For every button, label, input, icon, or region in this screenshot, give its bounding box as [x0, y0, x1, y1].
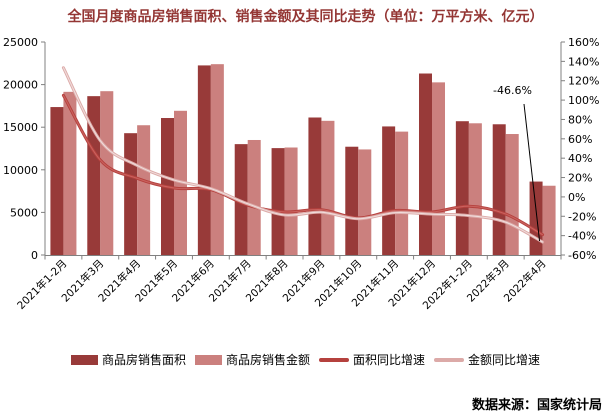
y-right-tick-label: 60% [568, 133, 592, 146]
y-left-tick-label: 20000 [3, 79, 38, 92]
legend-item-label: 商品房销售金额 [225, 353, 310, 367]
x-axis: 2021年1-2月2021年3月2021年4月2021年5月2021年6月202… [14, 255, 562, 312]
y-right-tick-label: 100% [568, 94, 599, 107]
bar [358, 149, 372, 255]
y-left-tick-label: 10000 [3, 164, 38, 177]
data-source: 数据来源：国家统计局 [471, 398, 602, 413]
y-left-tick-label: 5000 [10, 206, 38, 219]
legend-bar-swatch [70, 354, 98, 365]
chart-title: 全国月度商品房销售面积、销售金额及其同比走势（单位：万平方米、亿元） [67, 9, 544, 25]
legend-item-label: 面积同比增速 [353, 353, 426, 367]
bars-sales-amount [63, 64, 556, 256]
line-area-yoy [61, 93, 545, 237]
bar [345, 146, 359, 255]
bar [308, 117, 322, 255]
y-right-tick-label: 80% [568, 113, 592, 126]
line-amount-yoy [61, 66, 545, 244]
bar [284, 147, 298, 255]
y-left-tick-label: 0 [31, 249, 38, 262]
y-axis-right: 160% 140% 120% 100% 80% 60% 40% 20% 0% -20% -40% -6… [560, 36, 599, 262]
y-left-tick-label: 25000 [3, 36, 38, 49]
y-axis-left: 0 5000 10000 15000 20000 25000 [3, 36, 46, 262]
bar [432, 82, 445, 255]
bar [124, 133, 138, 255]
x-tick-label: 2021年1-2月 [14, 257, 69, 312]
bar [321, 120, 335, 255]
y-right-tick-label: 20% [568, 172, 592, 185]
y-right-tick-label: 160% [568, 36, 599, 49]
legend-bar-swatch [194, 354, 222, 365]
bar [100, 91, 114, 255]
bar [271, 148, 285, 255]
legend-item-label: 商品房销售面积 [101, 353, 186, 367]
y-right-tick-label: 140% [568, 55, 599, 68]
bar [492, 124, 506, 255]
bar [542, 185, 556, 255]
legend-line-swatch [319, 357, 349, 362]
annotation-pointer [523, 103, 541, 242]
bar [395, 131, 409, 255]
y-right-tick-label: -20% [568, 210, 596, 223]
y-left-tick-label: 15000 [3, 121, 38, 134]
bar [505, 134, 519, 255]
legend: 商品房销售面积 商品房销售金额 面积同比增速 金额同比增速 [0, 351, 611, 368]
bar [50, 107, 64, 256]
bar [468, 123, 482, 255]
bar [197, 65, 211, 255]
y-right-tick-label: -60% [568, 249, 596, 262]
y-right-tick-label: -40% [568, 230, 596, 243]
legend-item-label: 金额同比增速 [468, 353, 541, 367]
legend-item-2: 商品房销售金额 [194, 351, 310, 368]
legend-item-3: 面积同比增速 [319, 351, 425, 368]
y-right-tick-label: 0% [568, 191, 585, 204]
chart-canvas: 0 5000 10000 15000 20000 25000 160% 140% 120% 100… [3, 36, 599, 312]
y-right-tick-label: 40% [568, 152, 592, 165]
annotation-label: -46.6% [493, 84, 532, 97]
bar [382, 126, 396, 255]
bar [137, 125, 151, 256]
bar [419, 73, 432, 255]
y-right-tick-label: 120% [568, 75, 599, 88]
bar [529, 181, 543, 255]
bar [455, 121, 469, 255]
bar [210, 64, 224, 256]
legend-item-4: 金额同比增速 [434, 351, 540, 368]
legend-line-swatch [434, 357, 465, 362]
bar [247, 139, 261, 255]
legend-item-1: 商品房销售面积 [70, 351, 186, 368]
bar [63, 91, 77, 255]
bar [234, 144, 248, 255]
